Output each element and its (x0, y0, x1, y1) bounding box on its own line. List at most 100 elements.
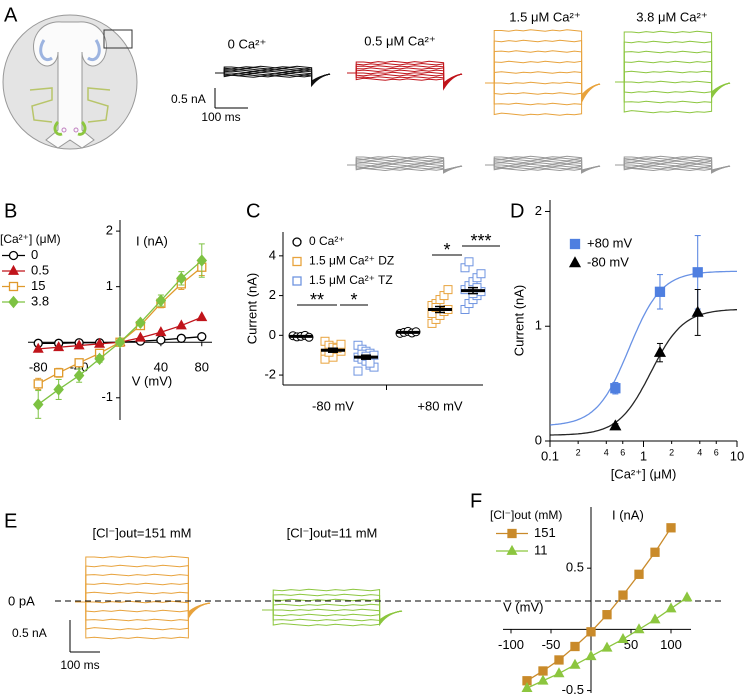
y-tick-label: 0 (269, 327, 276, 342)
marker (292, 276, 302, 286)
panel-label: E (4, 510, 17, 532)
marker (353, 366, 363, 376)
y-tick-label: -1 (101, 389, 113, 404)
marker (521, 681, 533, 692)
x-tick-label: -50 (542, 637, 561, 652)
y-tick-label: 2 (535, 203, 542, 218)
marker (609, 419, 622, 431)
x-tick-label: 1 (640, 448, 647, 463)
y-tick-label: -2 (264, 367, 276, 382)
legend-label: 1.5 μM Ca²⁺ TZ (309, 273, 393, 287)
condition-label: 3.8 μM Ca²⁺ (636, 9, 707, 24)
panel-label: C (246, 200, 260, 222)
legend-label: 3.8 (31, 293, 49, 308)
marker (196, 311, 208, 322)
marker (32, 342, 44, 353)
trace (347, 155, 463, 174)
y-tick-label: 4 (269, 247, 276, 262)
trace (615, 81, 731, 114)
condition-label: 0 Ca²⁺ (228, 36, 267, 51)
trace (485, 71, 601, 98)
significance-label: * (443, 240, 450, 260)
marker (176, 333, 186, 343)
marker (8, 295, 19, 309)
legend-title: [Ca²⁺] (μM) (0, 232, 61, 246)
marker (618, 590, 628, 600)
marker (569, 238, 581, 250)
marker (476, 269, 486, 279)
marker (654, 286, 666, 297)
marker (292, 237, 302, 247)
marker (176, 272, 187, 285)
x-tick-label: 80 (195, 360, 209, 375)
trace (485, 29, 601, 103)
y-axis-label: I (nA) (136, 233, 168, 248)
marker (135, 316, 146, 329)
marker (585, 650, 597, 661)
series-line (526, 527, 672, 682)
marker (653, 345, 667, 357)
fit-curve (550, 309, 737, 436)
trace (615, 60, 731, 96)
y-axis-label: Current (nA) (244, 273, 259, 345)
x-tick-label: 2 (669, 447, 674, 457)
marker (666, 523, 676, 533)
marker (634, 569, 644, 579)
trace (485, 50, 601, 102)
legend-label: 151 (534, 525, 556, 540)
marker (586, 627, 596, 637)
panel-label: A (4, 4, 18, 26)
panel-label: D (510, 200, 524, 222)
y-tick-label: 2 (106, 223, 113, 238)
trace (615, 155, 731, 174)
trace (75, 555, 211, 620)
legend-label: 0 Ca²⁺ (309, 234, 345, 248)
scale-label: 100 ms (201, 110, 240, 124)
x-tick-label: 2 (576, 447, 581, 457)
marker (681, 591, 693, 602)
scale-label: 0.5 nA (171, 92, 206, 106)
schematic (2, 14, 138, 150)
panel-label: B (4, 200, 17, 222)
trace (615, 50, 731, 98)
y-tick-label: 0.5 (566, 560, 584, 575)
scale-label: 0.5 nA (12, 626, 47, 640)
x-tick-label: -100 (498, 637, 524, 652)
marker (692, 267, 703, 278)
marker (8, 250, 19, 261)
marker (537, 674, 549, 685)
marker (175, 319, 187, 330)
trace (615, 80, 731, 94)
condition-label: 0.5 μM Ca²⁺ (364, 33, 435, 48)
marker (155, 294, 167, 307)
marker (94, 352, 105, 366)
marker (570, 641, 580, 652)
trace (615, 30, 731, 100)
trace (75, 564, 211, 619)
marker (74, 358, 84, 368)
legend-label: 1.5 μM Ca²⁺ DZ (309, 254, 394, 268)
x-tick-label: 4 (697, 447, 702, 457)
trace (75, 573, 211, 618)
y-tick-label: 1 (106, 278, 113, 293)
x-tick-label: +80 mV (417, 398, 462, 413)
marker (94, 337, 106, 348)
legend-label: 15 (31, 278, 45, 293)
x-tick-label: 6 (620, 447, 625, 457)
x-axis-label: [Ca²⁺] (μM) (611, 466, 677, 481)
trace (215, 65, 331, 88)
y-axis-label: Current (nA) (511, 285, 526, 357)
trace (75, 600, 211, 614)
legend-label: 0 (31, 247, 38, 262)
trace (75, 582, 211, 616)
marker (155, 326, 167, 337)
marker (650, 547, 660, 557)
marker (53, 341, 65, 352)
marker (554, 655, 564, 665)
y-tick-label: 2 (269, 287, 276, 302)
x-tick-label: 6 (714, 447, 719, 457)
marker (464, 257, 474, 267)
marker (73, 369, 85, 382)
marker (602, 610, 612, 620)
